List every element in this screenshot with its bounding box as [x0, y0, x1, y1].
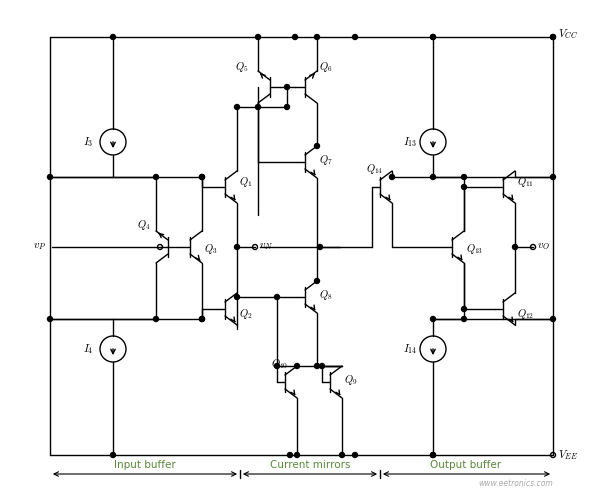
Circle shape [353, 453, 358, 458]
Text: $Q_3$: $Q_3$ [204, 242, 217, 256]
Text: $Q_8$: $Q_8$ [319, 288, 332, 302]
Text: Input buffer: Input buffer [114, 460, 176, 470]
Circle shape [284, 104, 290, 110]
Text: $Q_5$: $Q_5$ [235, 60, 249, 74]
Circle shape [389, 175, 395, 180]
Text: $I_3$: $I_3$ [83, 135, 94, 149]
Text: $V_{EE}$: $V_{EE}$ [558, 448, 578, 462]
Circle shape [551, 175, 556, 180]
Circle shape [110, 453, 115, 458]
Circle shape [295, 364, 299, 369]
Circle shape [154, 316, 158, 321]
Circle shape [314, 278, 320, 283]
Circle shape [235, 245, 239, 249]
Circle shape [199, 175, 205, 180]
Text: $Q_2$: $Q_2$ [239, 307, 253, 321]
Circle shape [431, 453, 436, 458]
Circle shape [314, 144, 320, 149]
Text: $I_4$: $I_4$ [83, 342, 94, 356]
Circle shape [287, 453, 293, 458]
Circle shape [275, 295, 280, 300]
Circle shape [235, 104, 239, 110]
Text: $V_{CC}$: $V_{CC}$ [558, 27, 578, 41]
Circle shape [431, 34, 436, 39]
Circle shape [235, 295, 239, 300]
Text: $I_{13}$: $I_{13}$ [403, 135, 418, 149]
Text: $Q_{12}$: $Q_{12}$ [517, 307, 534, 321]
Circle shape [431, 453, 436, 458]
Circle shape [461, 307, 467, 311]
Circle shape [551, 34, 556, 39]
Circle shape [256, 104, 260, 110]
Text: $v_P$: $v_P$ [33, 242, 46, 252]
Circle shape [256, 34, 260, 39]
Circle shape [551, 316, 556, 321]
Circle shape [199, 175, 205, 180]
Circle shape [199, 316, 205, 321]
Text: $I_{14}$: $I_{14}$ [403, 342, 418, 356]
Text: www.eetronics.com: www.eetronics.com [478, 480, 553, 489]
Circle shape [275, 364, 280, 369]
Circle shape [317, 245, 323, 249]
Circle shape [512, 245, 517, 249]
Text: Output buffer: Output buffer [430, 460, 502, 470]
Circle shape [314, 364, 320, 369]
Circle shape [461, 184, 467, 189]
Circle shape [295, 453, 299, 458]
Circle shape [284, 85, 290, 90]
Circle shape [293, 34, 298, 39]
Text: $Q_{10}$: $Q_{10}$ [271, 357, 289, 371]
Circle shape [154, 175, 158, 180]
Circle shape [461, 175, 467, 180]
Text: $v_O$: $v_O$ [537, 242, 550, 252]
Circle shape [110, 34, 115, 39]
Text: $Q_1$: $Q_1$ [239, 175, 253, 189]
Circle shape [314, 34, 320, 39]
Circle shape [431, 34, 436, 39]
Circle shape [199, 316, 205, 321]
Text: $v_N$: $v_N$ [259, 242, 273, 252]
Circle shape [353, 34, 358, 39]
Text: Current mirrors: Current mirrors [270, 460, 350, 470]
Text: $Q_7$: $Q_7$ [319, 153, 333, 167]
Circle shape [461, 316, 467, 321]
Text: $Q_{13}$: $Q_{13}$ [466, 242, 483, 256]
Text: $Q_6$: $Q_6$ [319, 60, 332, 74]
Circle shape [320, 364, 325, 369]
Circle shape [431, 175, 436, 180]
Circle shape [47, 175, 53, 180]
Text: $Q_9$: $Q_9$ [344, 373, 358, 387]
Text: $Q_{11}$: $Q_{11}$ [517, 175, 534, 189]
Circle shape [431, 316, 436, 321]
Text: $Q_4$: $Q_4$ [137, 218, 151, 232]
Text: $Q_{14}$: $Q_{14}$ [367, 162, 383, 176]
Circle shape [47, 316, 53, 321]
Circle shape [340, 453, 344, 458]
